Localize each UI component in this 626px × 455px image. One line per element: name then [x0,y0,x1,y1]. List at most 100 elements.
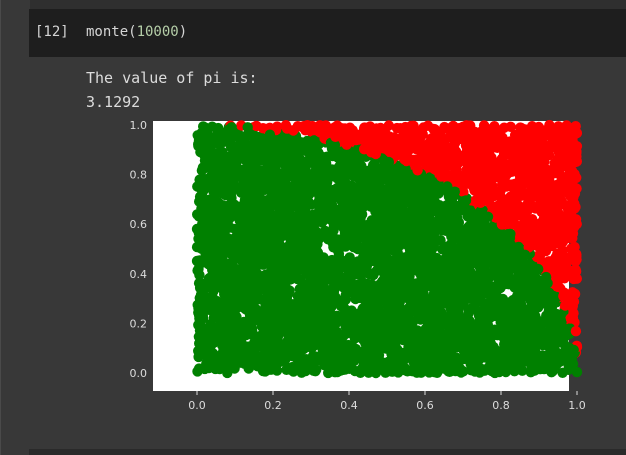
point-inside [350,230,362,241]
point-outside [570,326,582,337]
point-inside [494,255,505,267]
point-outside [554,210,566,221]
point-outside [437,134,449,145]
point-outside [559,273,570,284]
point-inside [314,263,326,274]
point-outside [552,218,563,229]
point-inside [267,179,278,190]
point-inside [557,367,568,378]
point-outside [500,197,511,208]
point-inside [394,240,406,251]
point-inside [228,178,239,190]
output-area: The value of pi is: 3.1292 0.0 0.2 0.4 0.6 0… [29,57,626,449]
point-outside [552,196,563,207]
execution-count: [12] [35,24,69,40]
point-inside [214,320,225,331]
point-inside [399,252,410,263]
point-inside [242,346,253,357]
output-text-line-1: The value of pi is: [86,69,258,87]
point-inside [372,257,383,268]
point-inside [246,204,257,215]
point-inside [372,327,383,339]
point-outside [506,165,517,176]
point-inside [478,257,489,268]
point-inside [533,350,544,361]
point-inside [339,225,350,236]
point-inside [434,201,445,212]
point-outside [569,241,580,253]
point-outside [533,121,544,133]
point-inside [223,277,235,288]
point-inside [351,237,362,248]
point-outside [257,123,269,134]
point-inside [448,220,459,232]
point-inside [204,161,215,173]
point-inside [227,266,238,277]
point-outside [534,222,545,233]
point-inside [419,259,430,270]
point-inside [417,242,428,253]
point-inside [348,355,360,367]
point-inside [370,319,381,330]
point-inside [446,207,457,218]
point-outside [458,186,469,198]
point-outside [567,196,579,208]
point-inside [412,286,424,297]
point-inside [336,310,347,322]
point-inside [466,303,477,314]
point-inside [358,359,369,371]
point-outside [539,172,550,183]
point-outside [535,194,546,206]
point-inside [378,314,390,325]
point-outside [429,124,440,135]
point-inside [205,254,216,265]
point-inside [514,320,525,332]
point-inside [407,221,418,232]
code-cell[interactable]: [12] monte(10000) [29,9,626,57]
point-outside [438,171,449,182]
point-inside [482,211,494,222]
point-inside [230,253,241,265]
point-outside [429,155,441,166]
point-inside [448,232,460,243]
point-inside [522,318,533,329]
point-inside [203,362,215,374]
point-outside [499,122,510,133]
point-outside [418,122,429,133]
point-inside [377,162,388,174]
point-inside [442,181,453,192]
point-inside [314,233,325,244]
point-outside [530,186,541,198]
point-inside [202,147,214,159]
point-inside [424,353,435,364]
point-outside [515,122,526,133]
code-line[interactable]: monte(10000) [86,24,187,40]
point-inside [197,185,209,197]
point-inside [275,210,287,221]
point-inside [459,277,471,288]
point-inside [405,280,416,291]
point-inside [367,303,378,314]
point-outside [412,165,423,176]
point-inside [550,338,561,349]
point-inside [206,243,218,254]
point-outside [543,187,555,198]
point-inside [284,212,295,224]
point-inside [271,271,282,282]
point-outside [315,126,327,137]
point-inside [222,232,233,244]
point-inside [418,233,429,245]
point-inside [298,181,309,192]
point-inside [386,285,397,296]
point-inside [384,213,395,225]
point-inside [427,278,438,289]
point-inside [246,162,257,174]
point-outside [513,209,524,221]
point-inside [329,332,340,344]
point-inside [243,362,255,374]
point-inside [356,269,368,280]
point-outside [370,148,381,160]
point-inside [248,196,259,207]
point-inside [286,156,297,168]
point-inside [455,367,467,378]
